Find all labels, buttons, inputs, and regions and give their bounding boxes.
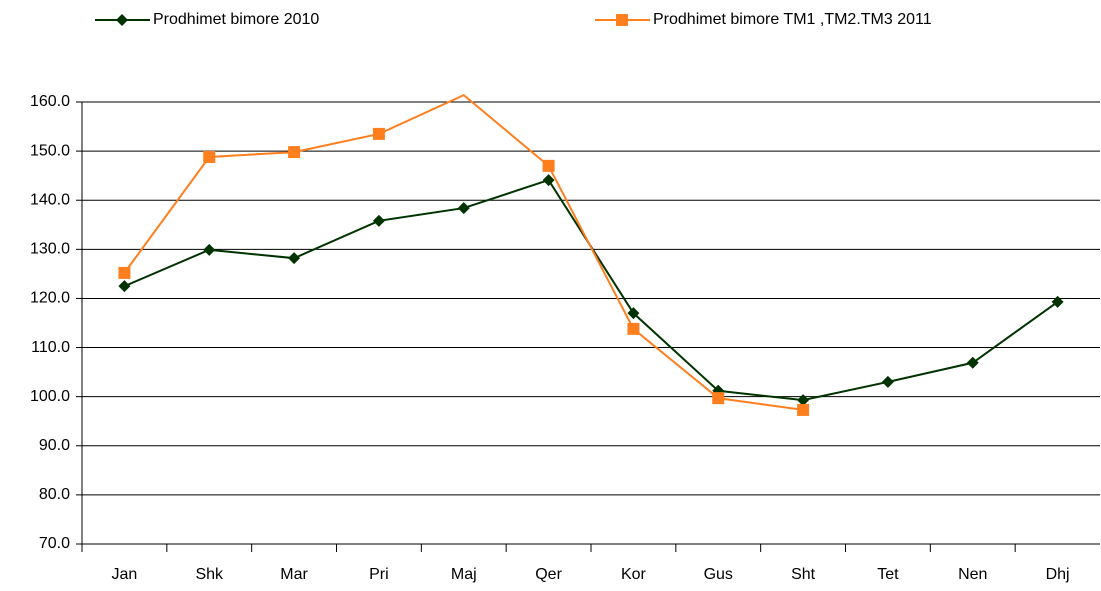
marker [118, 266, 131, 279]
x-tick-label: Nen [958, 566, 987, 583]
x-tick-label: Kor [621, 566, 647, 583]
marker [203, 243, 216, 256]
legend-label: Prodhimet bimore 2010 [153, 11, 319, 28]
marker [118, 280, 131, 293]
y-tick-label: 80.0 [39, 486, 70, 503]
marker [797, 394, 810, 407]
marker [966, 356, 979, 369]
marker [627, 322, 640, 335]
y-tick-label: 110.0 [31, 339, 70, 356]
marker [881, 375, 894, 388]
marker [542, 159, 555, 172]
y-tick-label: 150.0 [30, 142, 70, 159]
marker [116, 14, 128, 26]
x-tick-label: Maj [451, 566, 477, 583]
x-tick-label: Sht [791, 566, 816, 583]
marker [457, 202, 470, 215]
marker [712, 392, 725, 405]
marker [288, 146, 301, 159]
y-tick-label: 100.0 [30, 388, 70, 405]
marker [372, 214, 385, 227]
marker [372, 127, 385, 140]
marker [616, 14, 628, 26]
line [123, 93, 804, 411]
y-tick-label: 70.0 [39, 535, 70, 552]
x-tick-label: Mar [280, 566, 308, 583]
y-tick-label: 130.0 [30, 241, 70, 258]
marker [203, 151, 216, 164]
x-tick-label: Qer [535, 566, 562, 583]
x-tick-label: Jan [112, 566, 138, 583]
y-tick-label: 140.0 [30, 191, 70, 208]
y-tick-label: 120.0 [30, 290, 70, 307]
marker [797, 403, 810, 416]
marker [542, 174, 555, 187]
x-tick-label: Pri [369, 566, 389, 583]
marker [627, 307, 640, 320]
marker [1051, 295, 1064, 308]
x-tick-label: Shk [195, 566, 224, 583]
marker [288, 252, 301, 265]
y-tick-label: 90.0 [39, 437, 70, 454]
x-tick-label: Gus [704, 566, 733, 583]
x-tick-label: Tet [877, 566, 899, 583]
x-tick-label: Dhj [1046, 566, 1070, 583]
y-tick-label: 160.0 [30, 93, 70, 110]
legend-label: Prodhimet bimore TM1 ,TM2.TM3 2011 [653, 11, 932, 28]
line [124, 178, 1059, 402]
